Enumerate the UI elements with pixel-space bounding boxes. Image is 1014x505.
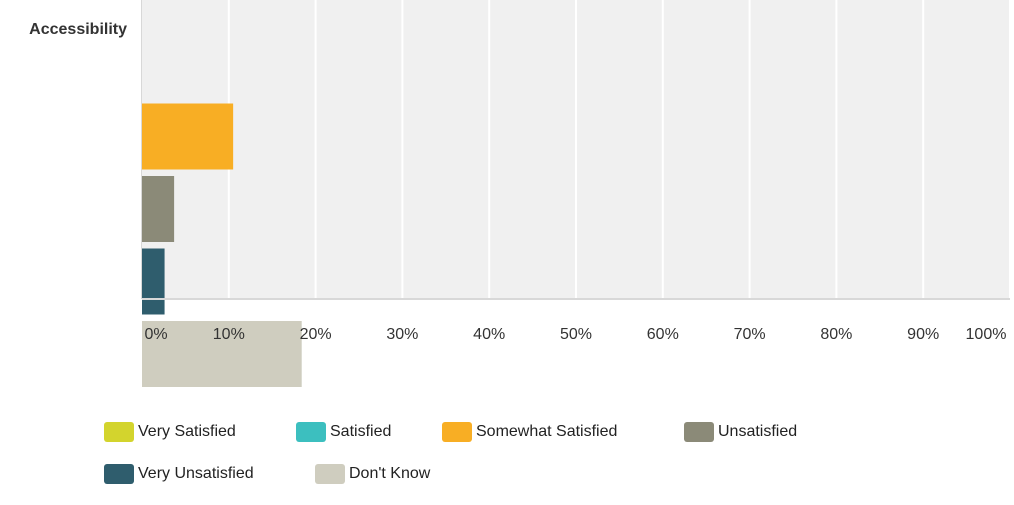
legend-row: Very Satisfied Satisfied Somewhat Satisfie… — [104, 421, 864, 447]
legend-item[interactable]: Somewhat Satisfied — [442, 421, 617, 443]
legend-swatch — [104, 464, 134, 484]
legend-label: Somewhat Satisfied — [476, 423, 618, 440]
x-tick-label: 70% — [734, 326, 766, 343]
x-tick-label: 0% — [144, 326, 167, 343]
legend-row: Very Unsatisfied Don't Know — [104, 463, 864, 489]
legend-label: Don't Know — [349, 465, 431, 482]
legend-label: Unsatisfied — [718, 423, 798, 440]
legend-label: Very Satisfied — [138, 423, 236, 440]
legend-item[interactable]: Satisfied — [296, 421, 391, 443]
x-tick-label: 10% — [213, 326, 245, 343]
legend-label: Satisfied — [330, 423, 392, 440]
category-label: Accessibility — [29, 21, 127, 38]
chart: 0% 10% 20% 30% 40% 50% 60% 70% 80% 90% 100% Accessi… — [29, 0, 1011, 484]
legend-swatch — [104, 422, 134, 442]
x-tick-label: 80% — [820, 326, 852, 343]
legend-item[interactable]: Don't Know — [315, 463, 430, 485]
legend-swatch — [315, 464, 345, 484]
x-tick-label: 30% — [386, 326, 418, 343]
bar-somewhat-satisfied — [142, 103, 234, 170]
legend-swatch — [296, 422, 326, 442]
x-tick-label: 60% — [647, 326, 679, 343]
x-tick-label: 20% — [300, 326, 332, 343]
legend-swatch — [442, 422, 472, 442]
chart-legend: Very Satisfied Satisfied Somewhat Satisfie… — [104, 421, 864, 505]
legend-item[interactable]: Very Satisfied — [104, 421, 236, 443]
bar-very-unsatisfied — [142, 248, 165, 315]
x-tick-label: 50% — [560, 326, 592, 343]
chart-plot: 0% 10% 20% 30% 40% 50% 60% 70% 80% 90% 100% Accessi… — [29, 0, 1011, 387]
x-tick-label: 100% — [966, 326, 1007, 343]
x-tick-label: 90% — [907, 326, 939, 343]
x-tick-label: 40% — [473, 326, 505, 343]
bar-unsatisfied — [142, 176, 175, 242]
legend-swatch — [684, 422, 714, 442]
legend-item[interactable]: Unsatisfied — [684, 421, 797, 443]
legend-label: Very Unsatisfied — [138, 465, 254, 482]
legend-item[interactable]: Very Unsatisfied — [104, 463, 254, 485]
bar-don-t-know — [142, 321, 302, 387]
